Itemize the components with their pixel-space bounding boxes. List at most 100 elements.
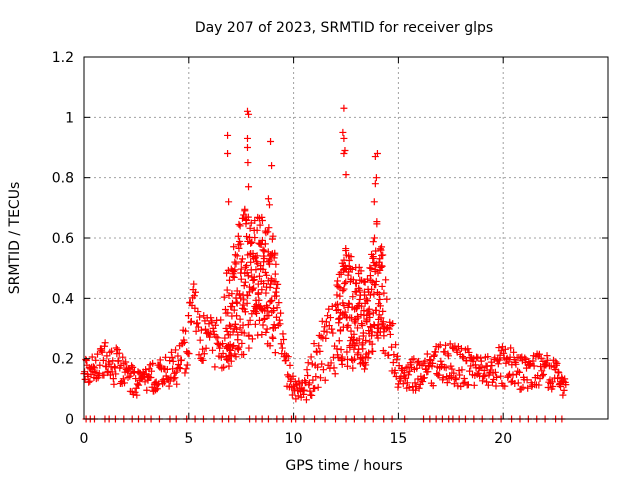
- data-point: [442, 364, 450, 372]
- data-point: [375, 324, 383, 332]
- data-point: [289, 372, 297, 380]
- data-point: [555, 369, 563, 377]
- data-point: [96, 361, 104, 369]
- data-point: [270, 321, 278, 329]
- data-point: [237, 275, 245, 283]
- data-point: [270, 304, 278, 312]
- data-point: [337, 270, 345, 278]
- data-point: [271, 349, 279, 357]
- data-point: [328, 325, 336, 333]
- data-point: [231, 266, 239, 274]
- data-point: [442, 341, 450, 349]
- data-point: [339, 287, 347, 295]
- data-point: [477, 357, 485, 365]
- data-point: [280, 336, 288, 343]
- data-point: [250, 284, 258, 292]
- data-point: [559, 391, 567, 399]
- data-point: [399, 380, 407, 388]
- data-point: [369, 253, 377, 261]
- data-point: [336, 292, 344, 300]
- data-point: [450, 380, 458, 388]
- data-point: [368, 328, 376, 336]
- data-point: [367, 264, 375, 272]
- data-point: [514, 367, 522, 375]
- data-point: [348, 314, 356, 322]
- data-point-peak: [243, 144, 251, 151]
- data-point-peak: [244, 159, 252, 167]
- data-point: [236, 222, 244, 230]
- data-point: [392, 341, 400, 349]
- data-point: [224, 309, 232, 317]
- data-point: [349, 356, 357, 364]
- data-point: [253, 252, 261, 260]
- data-point-peak: [245, 183, 253, 191]
- data-point: [228, 290, 236, 298]
- data-point: [98, 348, 106, 356]
- data-point: [181, 369, 189, 377]
- data-point: [304, 359, 312, 367]
- y-tick-label: 0: [65, 412, 74, 428]
- data-point: [263, 271, 271, 279]
- data-point: [343, 348, 351, 356]
- data-point: [314, 383, 322, 391]
- data-point: [504, 372, 512, 380]
- data-point: [363, 297, 371, 305]
- data-point: [429, 382, 437, 390]
- data-point: [560, 386, 568, 394]
- data-point: [464, 345, 472, 353]
- data-point: [173, 380, 181, 388]
- data-point: [238, 214, 246, 222]
- data-point: [562, 381, 570, 389]
- data-point: [429, 359, 437, 367]
- data-point: [227, 352, 235, 360]
- data-point: [411, 379, 419, 387]
- data-point: [421, 357, 429, 365]
- data-point: [217, 353, 225, 361]
- data-point: [308, 391, 316, 399]
- data-point: [259, 246, 267, 254]
- data-point: [196, 336, 204, 344]
- data-points: [80, 104, 570, 423]
- data-point: [241, 308, 249, 316]
- data-point: [223, 327, 231, 335]
- data-point: [393, 352, 401, 360]
- data-point: [174, 352, 182, 360]
- data-point: [194, 308, 202, 316]
- data-point: [172, 368, 180, 376]
- data-point-peak: [370, 198, 378, 206]
- data-point: [507, 378, 515, 386]
- data-point: [108, 347, 116, 355]
- data-point: [348, 265, 356, 273]
- x-tick-label: 20: [494, 431, 512, 447]
- data-point: [133, 380, 141, 388]
- data-point: [243, 269, 251, 277]
- data-point-peak: [268, 162, 276, 170]
- data-point: [163, 365, 171, 373]
- data-point: [147, 374, 155, 382]
- data-point: [190, 280, 198, 288]
- data-point: [378, 243, 386, 251]
- data-point: [272, 284, 280, 292]
- data-point: [488, 362, 496, 370]
- data-point: [496, 351, 504, 359]
- data-point: [246, 224, 254, 232]
- data-point: [100, 371, 108, 379]
- data-point: [379, 251, 387, 259]
- data-point: [341, 262, 349, 270]
- data-point-peak: [340, 104, 348, 112]
- data-point: [349, 293, 357, 301]
- data-point: [456, 371, 464, 379]
- data-point: [515, 368, 523, 376]
- data-point: [234, 331, 242, 339]
- data-point: [243, 232, 251, 240]
- data-point: [217, 316, 225, 324]
- data-point: [368, 285, 376, 293]
- data-point: [127, 369, 135, 377]
- data-point-peak: [339, 128, 347, 136]
- data-point: [257, 305, 265, 313]
- data-point: [484, 353, 492, 361]
- data-point: [348, 340, 356, 348]
- data-point: [265, 256, 273, 264]
- data-point: [244, 321, 252, 329]
- data-point: [143, 386, 151, 394]
